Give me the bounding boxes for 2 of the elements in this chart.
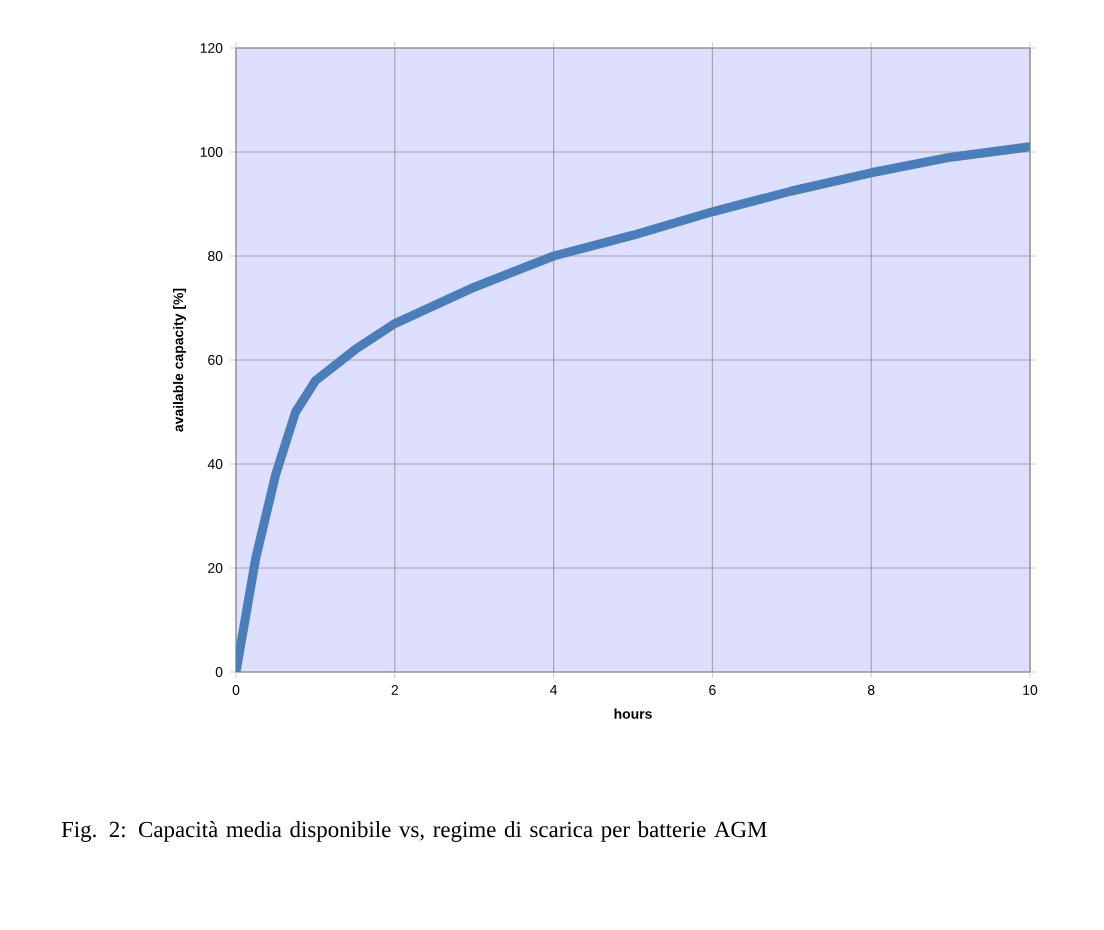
line-series bbox=[236, 142, 1031, 672]
caption: Fig. 2: Capacità media disponibile vs, regime di scarica per batterie AGM bbox=[61, 821, 767, 842]
